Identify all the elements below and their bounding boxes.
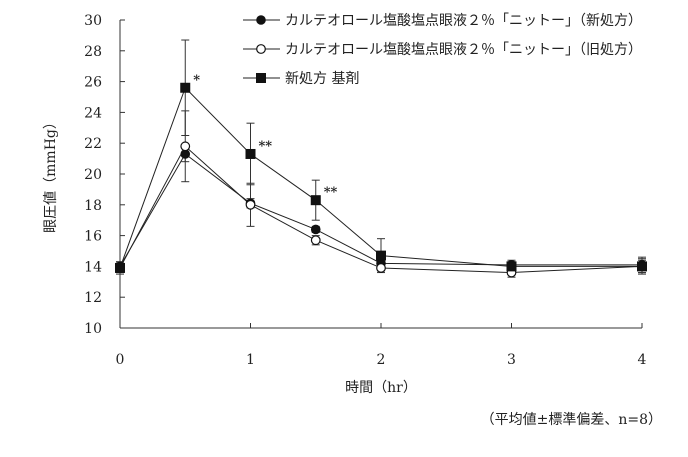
y-tick-label: 22 (84, 136, 102, 152)
x-axis-label: 時間（hr） (345, 380, 417, 396)
data-point-series-2 (310, 235, 321, 246)
y-tick-label: 16 (84, 229, 102, 245)
x-tick-label: 3 (507, 352, 516, 368)
y-tick-label: 18 (84, 198, 102, 214)
significance-annotation-group: ***** (193, 73, 337, 200)
data-point-series-3 (115, 262, 125, 273)
x-tick-label: 1 (246, 352, 255, 368)
significance-marker: ** (259, 139, 273, 154)
y-tick-group: 10 12 14 16 18 20 22 24 26 28 30 (84, 13, 125, 337)
x-tick-label: 2 (377, 352, 386, 368)
significance-marker: ** (324, 185, 338, 200)
data-point-series-3 (506, 261, 517, 272)
data-point-series-2 (245, 199, 256, 210)
data-point-series-3 (637, 261, 647, 272)
data-point-series-1 (310, 224, 321, 235)
legend-marker (256, 44, 266, 54)
legend-entry-label: 新処方 基剤 (285, 70, 359, 87)
y-tick-label: 28 (84, 44, 102, 60)
marker-group (115, 82, 647, 278)
y-axis-label: 眼圧値（mmHg） (43, 115, 59, 233)
significance-marker: * (193, 73, 200, 88)
data-point-series-3 (245, 148, 256, 159)
data-point-series-3 (376, 250, 386, 261)
legend-entry-label: カルテオロール塩酸塩点眼液２％「ニットー」（新処方） (285, 13, 642, 29)
y-tick-label: 12 (84, 290, 102, 306)
x-tick-group: 0 1 2 3 4 (116, 323, 647, 368)
x-tick-label: 0 (116, 352, 125, 368)
legend-marker (256, 15, 266, 25)
legend-marker (256, 73, 266, 83)
data-point-series-3 (180, 82, 191, 93)
y-tick-label: 14 (84, 259, 102, 275)
data-point-series-3 (310, 195, 321, 206)
legend: カルテオロール塩酸塩点眼液２％「ニットー」（新処方） カルテオロール塩酸塩点眼液２… (243, 13, 642, 87)
legend-entry-label: カルテオロール塩酸塩点眼液２％「ニットー」（旧処方） (285, 42, 642, 58)
data-point-series-2 (180, 141, 191, 152)
y-tick-label: 20 (84, 167, 102, 183)
stats-note: （平均値±標準偏差、n=8） (481, 412, 662, 428)
data-point-series-2 (376, 263, 386, 273)
y-tick-label: 26 (84, 75, 102, 91)
x-tick-label: 4 (638, 352, 647, 368)
y-tick-label: 24 (84, 105, 102, 121)
y-tick-label: 10 (84, 321, 102, 337)
y-tick-label: 30 (84, 13, 102, 29)
